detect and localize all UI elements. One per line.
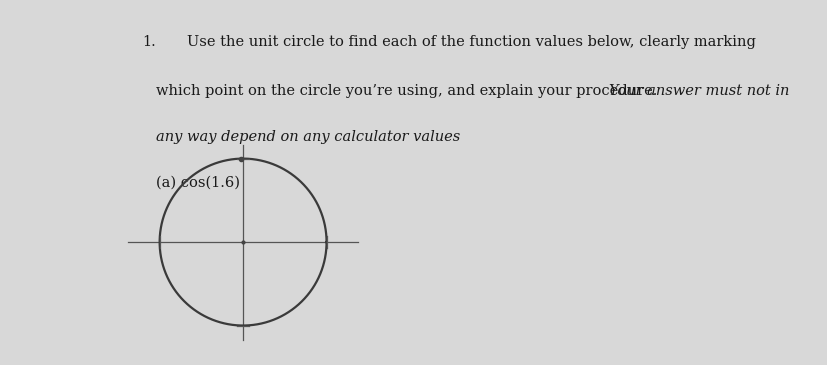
Text: Your answer must not in: Your answer must not in [608, 84, 788, 99]
Text: which point on the circle you’re using, and explain your procedure.: which point on the circle you’re using, … [155, 84, 661, 99]
Text: (a) cos(1.6): (a) cos(1.6) [155, 176, 239, 189]
Text: any way depend on any calculator values: any way depend on any calculator values [155, 130, 459, 144]
Text: Use the unit circle to find each of the function values below, clearly marking: Use the unit circle to find each of the … [187, 35, 755, 49]
Text: 1.: 1. [142, 35, 155, 49]
